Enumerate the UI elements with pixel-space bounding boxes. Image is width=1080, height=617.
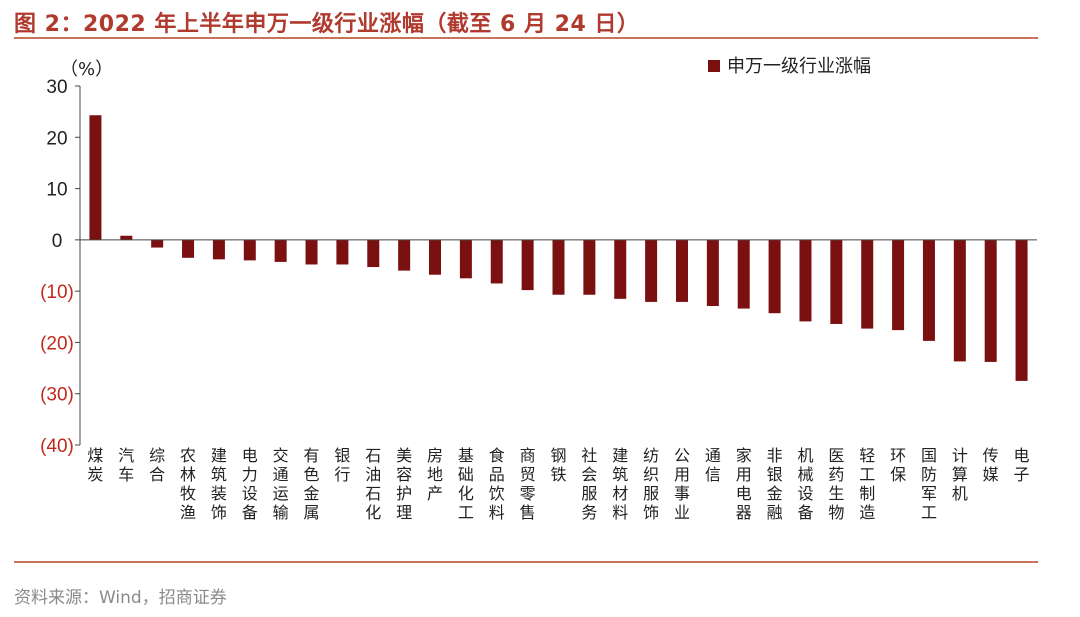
- y-tick-label: (10): [40, 282, 74, 303]
- x-tick-label: 传媒: [983, 446, 999, 484]
- bar: [675, 239, 688, 302]
- bar: [120, 235, 133, 240]
- bar: [737, 239, 750, 309]
- legend: 申万一级行业涨幅: [708, 56, 871, 77]
- bar: [984, 239, 997, 362]
- bar: [892, 239, 905, 331]
- y-tick-label: 0: [52, 231, 63, 252]
- x-tick-label: 家用电器: [736, 446, 752, 522]
- bar: [243, 239, 256, 261]
- bar: [645, 239, 658, 302]
- bar: [151, 239, 164, 248]
- x-tick-label: 机械设备: [797, 446, 813, 522]
- x-tick-label: 有色金属: [304, 446, 320, 522]
- x-tick-label: 食品饮料: [489, 446, 505, 522]
- bar: [212, 239, 225, 260]
- unit-label: （%）: [60, 59, 113, 80]
- bar: [799, 239, 812, 322]
- legend-swatch: [708, 60, 720, 72]
- x-tick-label: 计算机: [952, 446, 968, 503]
- x-tick-label: 电子: [1014, 446, 1030, 484]
- figure-title: 图 2：2022 年上半年申万一级行业涨幅（截至 6 月 24 日）: [14, 12, 640, 37]
- x-tick-label: 医药生物: [828, 446, 844, 522]
- y-tick-label: (30): [40, 385, 74, 406]
- x-tick-label: 建筑装饰: [211, 446, 227, 522]
- x-tick-label: 纺织服饰: [643, 446, 659, 522]
- x-tick-label: 房地产: [427, 446, 443, 503]
- x-axis-labels: 煤炭汽车综合农林牧渔建筑装饰电力设备交通运输有色金属银行石油石化美容护理房地产基…: [87, 446, 1029, 522]
- bar: [706, 239, 719, 307]
- x-tick-label: 银行: [334, 446, 350, 484]
- y-axis: 30 20 10 0 (10) (20) (30) (40): [40, 77, 74, 457]
- bar: [367, 239, 380, 268]
- x-tick-label: 农林牧渔: [180, 446, 196, 522]
- bar: [182, 239, 195, 258]
- x-tick-label: 煤炭: [87, 446, 103, 484]
- bar: [830, 239, 843, 324]
- x-tick-label: 建筑材料: [612, 446, 628, 522]
- x-tick-label: 石油石化: [365, 446, 381, 522]
- x-tick-label: 电力设备: [242, 446, 258, 522]
- bar: [89, 115, 102, 240]
- legend-label: 申万一级行业涨幅: [727, 56, 871, 77]
- x-tick-label: 环保: [890, 446, 906, 484]
- bars: [89, 115, 1028, 381]
- bar: [583, 239, 596, 295]
- bar: [398, 239, 411, 271]
- x-tick-label: 基础化工: [458, 446, 474, 522]
- y-tick-label: 20: [46, 128, 67, 149]
- bar: [768, 239, 781, 314]
- x-tick-label: 汽车: [118, 446, 134, 484]
- y-tick-label: 10: [46, 180, 67, 201]
- bar: [490, 239, 503, 284]
- axes: [75, 85, 1037, 446]
- bar: [953, 239, 966, 362]
- bar: [305, 239, 318, 265]
- bar: [459, 239, 472, 279]
- y-tick-label: (40): [40, 436, 74, 457]
- bar: [922, 239, 935, 341]
- bar: [861, 239, 874, 329]
- bar: [274, 239, 287, 262]
- x-tick-label: 交通运输: [273, 446, 289, 522]
- x-tick-label: 非银金融: [767, 446, 783, 522]
- x-tick-label: 美容护理: [396, 446, 412, 522]
- source-note: 资料来源：Wind，招商证券: [14, 588, 227, 608]
- x-tick-label: 综合: [149, 446, 165, 484]
- bar: [521, 239, 534, 291]
- bar: [614, 239, 627, 299]
- bar: [429, 239, 442, 275]
- x-tick-label: 商贸零售: [520, 446, 536, 522]
- x-tick-label: 钢铁: [550, 446, 566, 484]
- title-divider: [14, 37, 1038, 39]
- x-tick-label: 社会服务: [581, 446, 597, 522]
- y-tick-label: (20): [40, 333, 74, 354]
- x-tick-label: 轻工制造: [859, 446, 875, 522]
- x-tick-label: 公用事业: [674, 446, 690, 522]
- x-tick-label: 国防军工: [921, 446, 937, 522]
- footer-divider: [14, 561, 1038, 563]
- x-tick-label: 通信: [705, 446, 721, 484]
- bar: [336, 239, 349, 265]
- y-tick-label: 30: [46, 77, 67, 98]
- bar: [1015, 239, 1028, 381]
- bar: [552, 239, 565, 295]
